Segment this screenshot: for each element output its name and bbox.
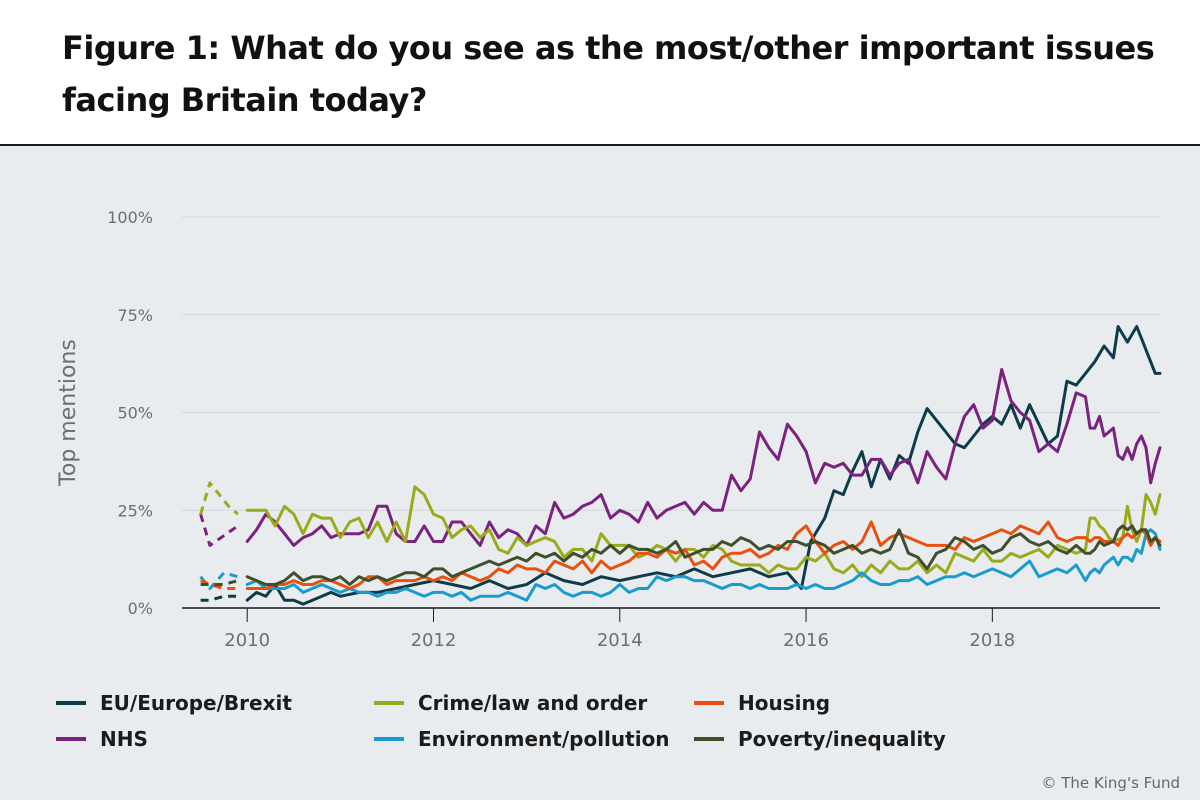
series-environment-pollution — [199, 528, 1162, 602]
series-line-crime-law-and-order — [245, 485, 1162, 579]
legend-swatch-eu-europe-brexit — [56, 701, 86, 705]
series-line-dashed-housing — [200, 579, 238, 590]
series-line-housing — [245, 520, 1162, 590]
series-line-poverty-inequality — [245, 524, 1162, 586]
y-axis-label: Top mentions — [56, 339, 81, 487]
legend-item-environment-pollution[interactable]: Environment/pollution — [374, 724, 670, 754]
axis-layer: 0% 25% 50% 75% 100% 2010 2012 2014 2016 2018 Top m… — [56, 208, 1160, 651]
chart-title: Figure 1: What do you see as the most/ot… — [62, 29, 1155, 119]
series-crime-law-and-order — [199, 481, 1162, 579]
series-line-dashed-eu-europe-brexit — [200, 594, 238, 602]
legend-item-eu-europe-brexit[interactable]: EU/Europe/Brexit — [56, 688, 292, 718]
header: Figure 1: What do you see as the most/ot… — [0, 0, 1200, 146]
legend-label-housing: Housing — [738, 691, 831, 715]
grid-layer — [182, 216, 1160, 511]
x-tick-label: 2010 — [224, 630, 270, 651]
x-tick-label: 2018 — [969, 630, 1015, 651]
legend: EU/Europe/Brexit NHS Crime/law and order… — [56, 688, 1176, 768]
legend-label-eu-europe-brexit: EU/Europe/Brexit — [100, 691, 292, 715]
series-nhs — [199, 368, 1162, 547]
legend-label-environment-pollution: Environment/pollution — [418, 727, 670, 751]
series-layer — [199, 325, 1162, 606]
copyright-notice: © The King's Fund — [1041, 774, 1180, 792]
legend-label-nhs: NHS — [100, 727, 148, 751]
legend-item-crime-law-and-order[interactable]: Crime/law and order — [374, 688, 647, 718]
series-eu-europe-brexit — [200, 325, 1162, 606]
legend-swatch-poverty-inequality — [694, 737, 724, 741]
legend-item-nhs[interactable]: NHS — [56, 724, 148, 754]
series-line-dashed-crime-law-and-order — [199, 481, 239, 516]
legend-swatch-environment-pollution — [374, 737, 404, 741]
legend-swatch-nhs — [56, 737, 86, 741]
legend-swatch-housing — [694, 701, 724, 705]
series-poverty-inequality — [200, 524, 1162, 586]
x-tick-label: 2012 — [411, 630, 457, 651]
series-line-environment-pollution — [245, 528, 1162, 602]
series-housing — [200, 520, 1162, 590]
series-line-dashed-poverty-inequality — [200, 579, 239, 586]
y-tick-label: 100% — [107, 208, 153, 227]
legend-label-crime-law-and-order: Crime/law and order — [418, 691, 648, 715]
series-line-eu-europe-brexit — [245, 325, 1162, 606]
y-tick-label: 0% — [128, 599, 153, 618]
y-tick-label: 50% — [117, 404, 153, 423]
y-tick-label: 25% — [117, 501, 153, 520]
x-tick-label: 2014 — [597, 630, 643, 651]
series-line-nhs — [245, 368, 1162, 547]
series-line-dashed-nhs — [199, 513, 239, 547]
y-tick-label: 75% — [117, 306, 153, 325]
line-chart: 0% 25% 50% 75% 100% 2010 2012 2014 2016 2018 Top m… — [56, 208, 1162, 651]
legend-item-poverty-inequality[interactable]: Poverty/inequality — [694, 724, 946, 754]
legend-swatch-crime-law-and-order — [374, 701, 404, 705]
legend-item-housing[interactable]: Housing — [694, 688, 830, 718]
x-tick-label: 2016 — [783, 630, 829, 651]
legend-label-poverty-inequality: Poverty/inequality — [738, 727, 946, 751]
